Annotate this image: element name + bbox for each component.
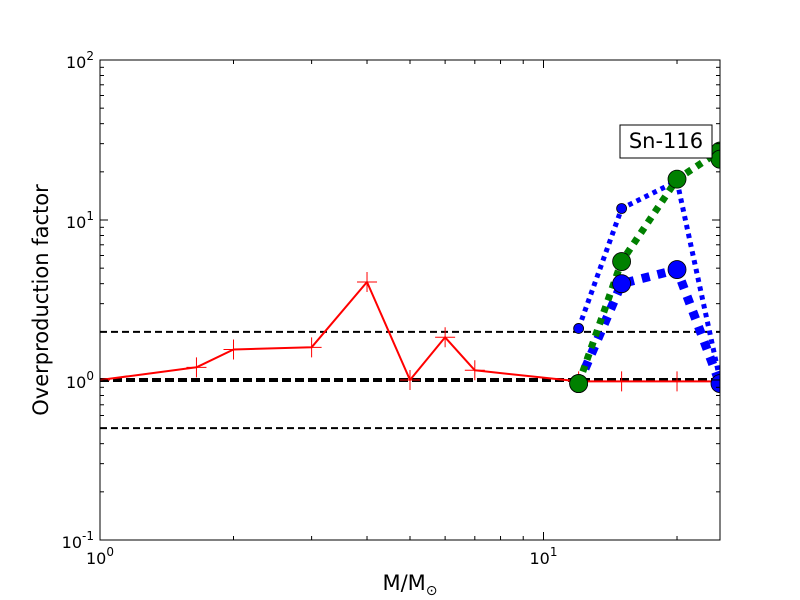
series-0-point-2 [223,339,244,360]
annotation-label: Sn-116 [629,129,703,153]
series-3-point-1 [612,252,632,271]
y-tick-label-1: 100 [66,369,94,392]
x-tick-label-1-exponent: 1 [550,545,558,559]
reference-lines [100,330,720,430]
series-4-point-0 [710,149,720,169]
y-tick-label-3-exponent: 2 [86,49,94,63]
x-tick-label-0-exponent: 0 [106,545,114,559]
y-tick-label-1-base: 10 [66,373,86,392]
series-2-point-1 [612,274,632,294]
y-tick-label-3-base: 10 [66,53,86,72]
x-tick-label-0: 100 [86,545,114,568]
annotation-frame [619,124,713,159]
series-3-point-0 [569,374,589,393]
y-tick-label-1-exponent: 0 [86,369,94,383]
x-tick-label-0-base: 10 [86,549,106,568]
x-axis-label: M/M⊙ [382,571,437,599]
series-2-point-3 [710,374,720,393]
plot-background [100,60,720,540]
y-tick-label-2-exponent: 1 [86,209,94,223]
x-axis-label-main: M/M [382,571,425,595]
series-3-point-2 [667,169,687,189]
series-0-point-6 [435,327,456,348]
series-0-point-7 [464,360,485,381]
y-tick-label-2: 101 [66,209,94,232]
y-tick-label-0-exponent: -1 [82,529,94,543]
series-2-point-2 [667,260,687,279]
y-tick-label-0: 10-1 [62,529,94,552]
series-0-point-10 [667,371,688,392]
series-2-line [574,265,720,386]
x-axis-label-subscript: ⊙ [426,583,438,599]
series-1-line [576,178,720,381]
y-tick-label-3: 102 [66,49,94,72]
series-1-point-0 [573,323,585,334]
series-1-point-1 [616,203,628,214]
series-0-point-4 [357,271,378,292]
series-0-point-1 [186,357,207,378]
series-0-point-5 [400,370,420,390]
x-tick-label-1-base: 10 [530,549,550,568]
x-tick-label-1: 101 [530,545,558,568]
series-0-point-3 [301,337,322,358]
annotation-box: Sn-116 [619,124,713,159]
y-tick-label-2-base: 10 [66,213,86,232]
series-0-point-9 [611,371,632,392]
y-axis-label: Overproduction factor [29,184,53,416]
series-3-line [575,148,720,385]
y-tick-label-0-base: 10 [62,533,82,552]
axis-ticks [99,59,720,541]
